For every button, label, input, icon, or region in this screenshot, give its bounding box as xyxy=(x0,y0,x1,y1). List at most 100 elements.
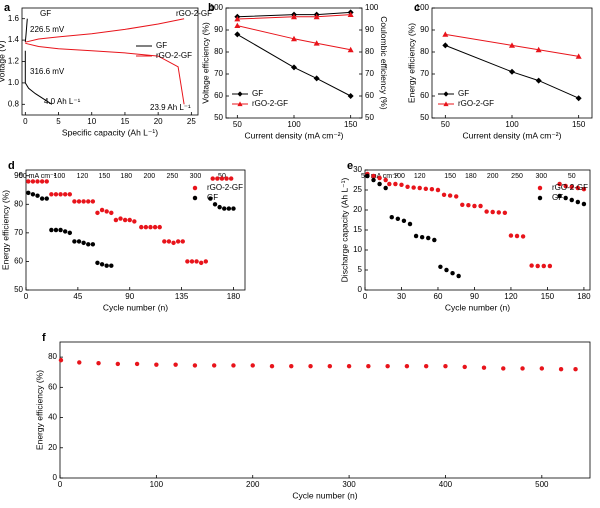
legend-label: GF xyxy=(458,89,469,98)
marker xyxy=(371,177,376,183)
marker xyxy=(407,221,413,227)
marker xyxy=(58,192,63,197)
marker xyxy=(35,179,40,184)
marker xyxy=(99,207,105,213)
y-axis-title: Energy efficiency (%) xyxy=(34,370,44,450)
marker xyxy=(442,42,449,49)
marker xyxy=(58,357,64,363)
marker xyxy=(417,185,422,191)
marker xyxy=(30,179,36,184)
marker xyxy=(171,240,176,246)
marker xyxy=(127,217,132,223)
x-tick-label: 50 xyxy=(441,120,450,129)
y-tick-label: 60 xyxy=(214,91,223,100)
y-tick-label: 90 xyxy=(14,171,23,180)
marker xyxy=(180,239,185,244)
plot-frame xyxy=(225,7,363,119)
marker xyxy=(490,209,495,215)
marker xyxy=(389,214,394,220)
marker xyxy=(313,13,320,20)
marker xyxy=(481,365,487,370)
marker xyxy=(231,206,236,211)
y-tick-label: 100 xyxy=(210,3,224,12)
y-tick-label: 60 xyxy=(14,257,23,266)
marker xyxy=(109,263,114,268)
marker xyxy=(189,259,195,264)
y-tick-label: 1.2 xyxy=(8,57,20,66)
marker xyxy=(347,46,354,53)
marker xyxy=(53,227,59,233)
legend-label: rGO-2-GF xyxy=(552,183,588,192)
marker xyxy=(502,210,508,216)
y-tick-label: 80 xyxy=(420,47,429,56)
y-tick-label: 50 xyxy=(214,113,223,122)
y-tick-label: 60 xyxy=(420,91,429,100)
rate-label: 200 xyxy=(143,173,155,180)
y-tick-label: 20 xyxy=(353,205,362,214)
rate-label: 120 xyxy=(414,173,426,180)
marker xyxy=(393,181,398,187)
marker xyxy=(90,199,96,204)
series-line xyxy=(237,11,351,18)
y-tick-label: 70 xyxy=(420,69,429,78)
marker xyxy=(96,360,101,366)
x-tick-label: 0 xyxy=(23,117,28,126)
marker xyxy=(466,202,471,208)
rate-label: 50 mA cm⁻² xyxy=(19,173,57,180)
panel-label: b xyxy=(208,2,215,14)
marker xyxy=(581,201,587,207)
marker xyxy=(35,193,40,198)
y-tick-label: 90 xyxy=(214,25,223,34)
series-line xyxy=(24,18,53,105)
marker xyxy=(529,263,534,268)
legend-label: GF xyxy=(552,193,563,202)
x-axis-title: Current density (mA cm⁻²) xyxy=(245,130,344,140)
x-tick-label: 150 xyxy=(344,120,358,129)
marker xyxy=(104,263,109,268)
marker xyxy=(90,242,96,247)
marker xyxy=(44,179,49,184)
marker xyxy=(419,234,425,240)
legend-label: rGO-2-GF xyxy=(252,99,288,108)
marker xyxy=(557,181,562,187)
legend-label: GF xyxy=(207,193,218,202)
marker xyxy=(347,11,354,17)
marker xyxy=(313,40,320,46)
rate-label: 300 xyxy=(190,173,202,180)
marker xyxy=(395,216,401,222)
y-tick-label: 80 xyxy=(14,199,23,208)
x-axis-title: Cycle number (n) xyxy=(445,302,510,312)
marker xyxy=(514,233,520,239)
marker xyxy=(432,237,437,243)
marker xyxy=(575,199,581,205)
rate-label: 180 xyxy=(465,173,477,180)
marker xyxy=(399,182,404,188)
marker xyxy=(438,264,443,270)
marker xyxy=(53,192,59,197)
y-tick-label: 0 xyxy=(53,473,58,482)
annotation: 226.5 mV xyxy=(30,25,65,34)
y-tick-label: 1.0 xyxy=(8,78,20,87)
annotation: rGO-2-GF xyxy=(176,9,212,18)
legend-marker xyxy=(237,91,243,97)
rate-label: 100 xyxy=(393,173,405,180)
x-tick-label: 500 xyxy=(535,480,549,489)
rate-label: 150 xyxy=(444,173,456,180)
marker xyxy=(291,35,297,42)
series-line xyxy=(445,44,579,99)
x-tick-label: 0 xyxy=(24,292,29,301)
marker xyxy=(219,176,225,181)
marker xyxy=(371,173,376,179)
marker xyxy=(226,206,232,211)
marker xyxy=(413,233,419,239)
legend-label: rGO-2-GF xyxy=(207,183,243,192)
marker xyxy=(234,31,241,38)
marker xyxy=(377,175,382,181)
marker xyxy=(442,31,449,37)
marker xyxy=(405,184,410,190)
rate-label: 50 xyxy=(568,173,576,180)
marker xyxy=(67,192,73,197)
marker xyxy=(423,363,429,369)
marker xyxy=(39,196,45,201)
rate-label: 50 xyxy=(218,173,226,180)
